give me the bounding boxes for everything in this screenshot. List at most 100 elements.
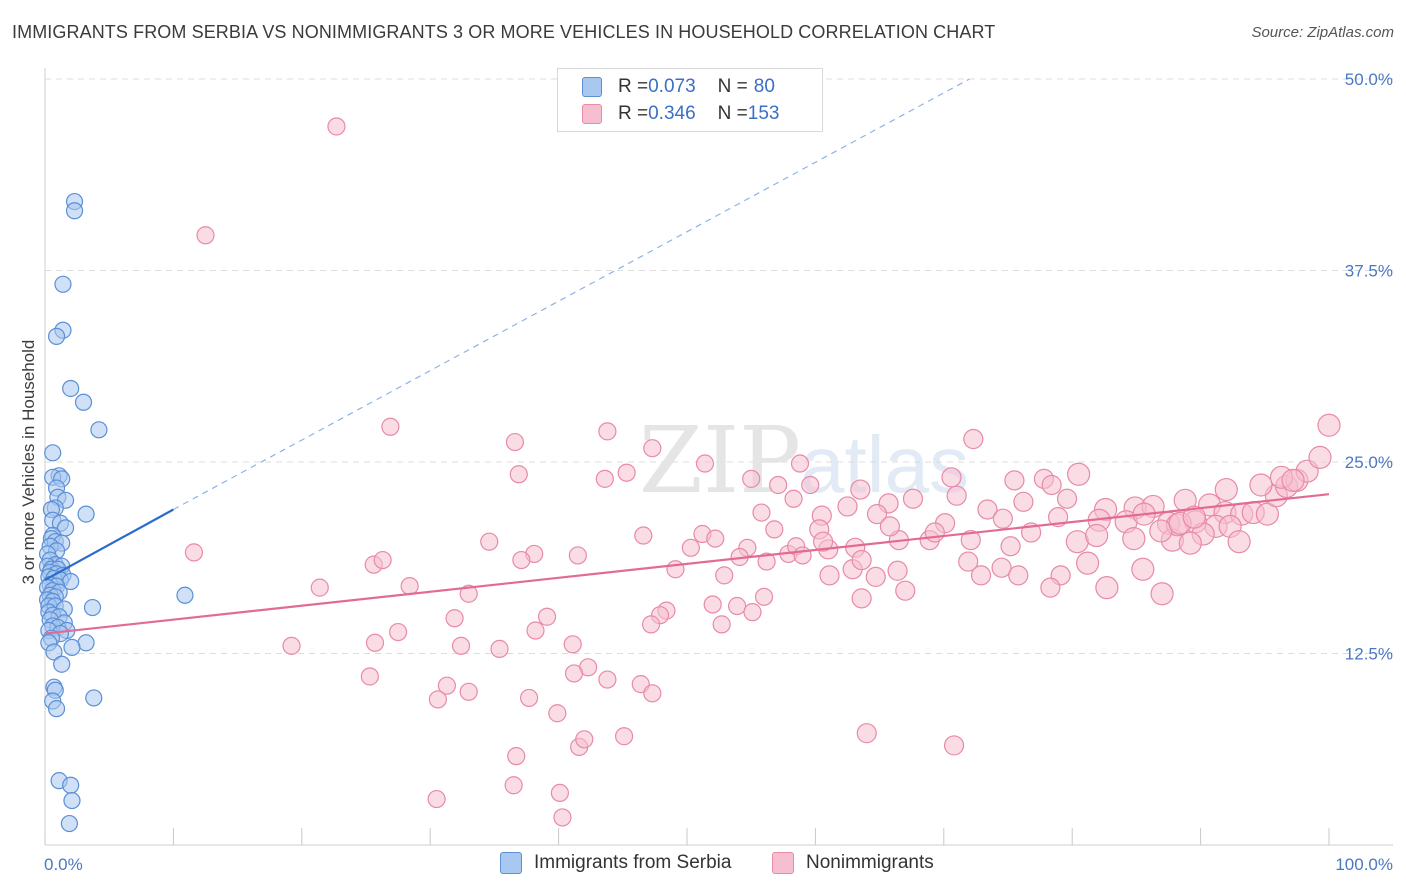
nonimmigrant-point (757, 552, 776, 571)
x-tick-label-min: 0.0% (44, 855, 83, 874)
serbia-point (62, 776, 80, 794)
nonimmigrant-point (790, 454, 810, 473)
nonimmigrant-point (793, 546, 812, 565)
nonimmigrant-point (1249, 473, 1273, 497)
legend-item-serbia: Immigrants from Serbia (500, 852, 731, 874)
nonimmigrant-point (1076, 551, 1100, 575)
nonimmigrant-point (196, 226, 215, 245)
y-tick-label: 37.5% (1345, 262, 1393, 281)
stats-legend: R = 0.073 N = 80 R = 0.346 N = 153 (557, 68, 823, 132)
nonimmigrant-point (887, 560, 908, 581)
nonimmigrant-point (568, 546, 587, 565)
nonimmigrant-point (895, 580, 916, 601)
nonimmigrant-point (801, 475, 820, 495)
nonimmigrant-point (595, 469, 614, 488)
nonimmigrant-point (851, 549, 872, 571)
nonimmigrant-point (1041, 474, 1062, 496)
nonimmigrant-point (1047, 507, 1069, 528)
zipatlas-watermark: ZIP (639, 407, 801, 514)
nonimmigrant-point (548, 704, 567, 723)
nonimmigrant-point (1182, 505, 1206, 529)
x-tick-label-max: 100.0% (1335, 855, 1393, 874)
nonimmigrant-point (1095, 576, 1119, 600)
nonimmigrant-point (715, 566, 734, 585)
serbia-point (74, 393, 93, 411)
nonimmigrant-point (856, 723, 877, 744)
nonimmigrant-point (1227, 530, 1251, 554)
nonimmigrant-point (634, 526, 653, 545)
nonimmigrant-point (598, 670, 617, 689)
nonimmigrant-point (1281, 468, 1305, 492)
nonimmigrant-point (598, 422, 617, 441)
serbia-trend-line (44, 508, 174, 581)
nonimmigrant-point (427, 789, 446, 809)
nonimmigrant-point (946, 485, 967, 506)
chart-title: IMMIGRANTS FROM SERBIA VS NONIMMIGRANTS … (12, 22, 996, 42)
serbia-point (54, 275, 72, 293)
nonimmigrant-point (970, 565, 992, 586)
nonimmigrant-point (851, 588, 872, 609)
nonimmigrant-point (1040, 577, 1061, 598)
nonimmigrant-point (977, 499, 998, 520)
nonimmigrant-point (703, 595, 722, 614)
grid-lines (45, 78, 1393, 654)
nonimmigrant-point (563, 635, 582, 654)
serbia-trend-extension (173, 78, 970, 511)
nonimmigrant-point (1150, 582, 1174, 606)
nonimmigrant-point (1004, 470, 1025, 491)
nonimmigrant-point (451, 636, 471, 655)
legend-swatch-pink (772, 852, 794, 874)
nonimmigrant-point (695, 454, 715, 473)
nonimmigrant-point (706, 529, 725, 548)
legend-r-label: R = (618, 76, 649, 97)
nonimmigrant-point (507, 747, 526, 766)
nonimmigrant-point (784, 489, 803, 508)
legend-label-serbia: Immigrants from Serbia (534, 852, 732, 873)
nonimmigrant-point (641, 615, 661, 634)
nonimmigrant-point (1000, 536, 1021, 557)
nonimmigrant-point (960, 530, 981, 551)
serbia-point (45, 643, 63, 661)
serbia-point (85, 689, 103, 707)
nonimmigrant-point (1084, 523, 1109, 548)
nonimmigrant-point (459, 584, 478, 603)
nonimmigrant-point (643, 439, 662, 458)
nonimmigrant-point (813, 531, 834, 552)
nonimmigrant-point (480, 532, 499, 551)
legend-r-label: R = (618, 103, 649, 124)
nonimmigrant-point (866, 503, 888, 525)
nonimmigrant-point (537, 607, 557, 626)
nonimmigrant-point (564, 664, 584, 683)
nonimmigrant-point (373, 550, 392, 570)
nonimmigrant-point (1178, 531, 1202, 555)
y-tick-label: 12.5% (1345, 645, 1393, 664)
tick-labels: 12.5% 25.0% 37.5% 50.0% 0.0% 100.0% 3 or more … (19, 70, 1393, 874)
nonimmigrant-point (381, 417, 400, 436)
nonimmigrant-point (389, 622, 408, 642)
nonimmigrant-point (963, 428, 984, 450)
legend-swatch-blue (500, 852, 522, 874)
nonimmigrant-point (505, 432, 525, 452)
nonimmigrant-point (837, 496, 858, 517)
nonimmigrant-point (1317, 413, 1341, 437)
nonimmigrant-point (1065, 530, 1089, 554)
nonimmigrant-point (459, 682, 478, 701)
nonimmigrant-point (819, 565, 840, 586)
serbia-point (63, 638, 81, 656)
legend-n-value: 80 (753, 76, 775, 97)
nonimmigrant-point (437, 676, 456, 695)
nonimmigrant-point (992, 508, 1013, 529)
nonimmigrant-point (575, 730, 594, 749)
nonimmigrants-points (184, 117, 1341, 827)
nonimmigrant-point (327, 117, 346, 136)
nonimmigrant-point (550, 783, 569, 803)
nonimmigrant-point (617, 463, 636, 482)
nonimmigrant-point (742, 469, 761, 488)
legend-n-label: N = (717, 103, 748, 124)
legend-row-nonimmigrants: R = 0.346 N = 153 (582, 102, 779, 126)
legend-n-value: 153 (747, 103, 780, 124)
nonimmigrant-point (184, 543, 204, 562)
legend-n-label: N = (717, 76, 748, 97)
serbia-point (47, 327, 66, 345)
nonimmigrant-point (1122, 526, 1146, 551)
